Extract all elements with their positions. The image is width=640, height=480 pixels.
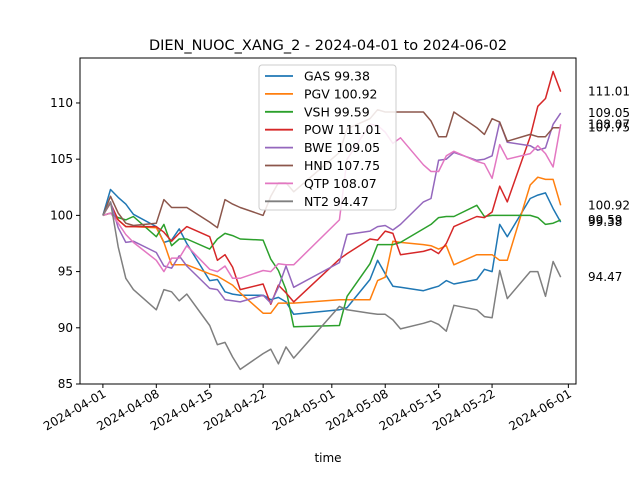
legend-label-pgv: PGV 100.92 — [304, 86, 378, 101]
y-tick-label: 105 — [50, 152, 73, 166]
legend-label-bwe: BWE 109.05 — [304, 140, 380, 155]
y-tick-label: 100 — [50, 208, 73, 222]
y-tick-label: 110 — [50, 96, 73, 110]
series-line-bwe — [102, 112, 562, 304]
end-label-gas: 99.38 — [588, 215, 622, 229]
legend-label-hnd: HND 107.75 — [304, 158, 380, 173]
plot-area-frame — [79, 57, 577, 385]
legend-label-pow: POW 111.01 — [304, 122, 381, 137]
end-label-vsh: 99.59 — [588, 213, 622, 227]
legend-box — [258, 64, 397, 211]
series-line-pow — [102, 70, 562, 305]
x-axis-label: time — [314, 451, 341, 465]
legend-label-nt2: NT2 94.47 — [304, 194, 369, 209]
y-tick-label: 90 — [58, 321, 73, 335]
legend-label-qtp: QTP 108.07 — [304, 176, 377, 191]
end-label-nt2: 94.47 — [588, 270, 622, 284]
x-tick-label: 2024-06-01 — [506, 386, 573, 433]
end-label-hnd: 107.75 — [588, 121, 630, 135]
legend-label-gas: GAS 99.38 — [304, 69, 370, 84]
x-axis: 2024-04-012024-04-082024-04-152024-04-22… — [41, 384, 574, 433]
y-axis: 85 90 95 100 105 110 — [50, 96, 80, 391]
legend-label-vsh: VSH 99.59 — [304, 104, 370, 119]
end-label-bwe: 109.05 — [588, 106, 630, 120]
series-line-vsh — [102, 204, 561, 328]
y-tick-label: 85 — [58, 377, 73, 391]
chart-title: DIEN_NUOC_XANG_2 - 2024-04-01 to 2024-06… — [149, 38, 507, 54]
end-label-pow: 111.01 — [588, 85, 630, 99]
end-label-qtp: 108.07 — [588, 117, 630, 131]
end-label-pgv: 100.92 — [588, 198, 630, 212]
series-line-nt2 — [102, 201, 562, 371]
y-tick-label: 95 — [58, 265, 73, 279]
legend: GAS 99.38 PGV 100.92 VSH 99.59 POW 111.01 BW… — [258, 64, 397, 211]
